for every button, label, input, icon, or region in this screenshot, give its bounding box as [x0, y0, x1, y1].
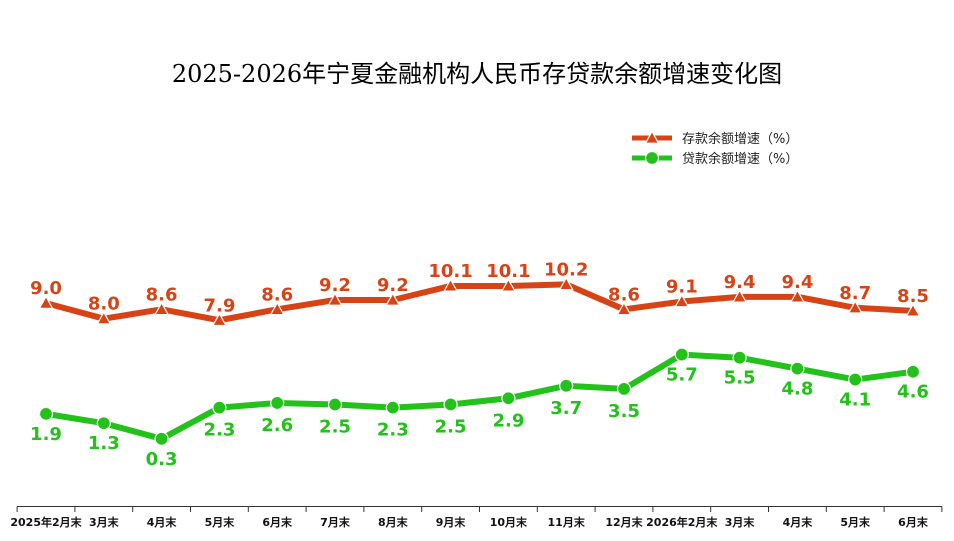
x-tick-label: 6月末 [898, 515, 929, 529]
deposit-point [211, 312, 227, 327]
x-tick-label: 8月末 [378, 515, 409, 529]
loan-point [443, 397, 458, 412]
data-label: 1.9 [30, 424, 62, 445]
x-tick-label: 9月末 [436, 515, 467, 529]
data-label: 9.0 [30, 278, 62, 299]
deposit-point [905, 303, 921, 317]
legend-label: 存款余额增速（%） [682, 131, 798, 147]
deposit-point [500, 278, 516, 292]
loan-point [790, 361, 805, 376]
data-label: 9.2 [319, 275, 351, 296]
data-label: 2.6 [261, 415, 293, 436]
x-tick-label: 4月末 [147, 515, 178, 529]
x-tick-label: 5月末 [205, 515, 236, 529]
data-label: 7.9 [203, 295, 235, 316]
loan-point [38, 406, 54, 421]
loan-point [270, 395, 285, 411]
x-tick-label: 3月末 [725, 515, 756, 529]
data-label: 2.5 [435, 417, 467, 438]
data-label: 10.1 [428, 261, 472, 282]
loan-point [327, 397, 343, 412]
data-label: 5.5 [724, 368, 756, 389]
x-tick-label: 4月末 [783, 515, 814, 529]
data-label: 2.5 [319, 417, 351, 438]
loan-point [616, 381, 632, 396]
deposit-point [789, 289, 805, 303]
data-label: 8.6 [608, 284, 640, 305]
x-tick-label: 10月末 [490, 515, 528, 529]
data-label: 9.2 [377, 275, 409, 296]
x-tick-label: 5月末 [840, 515, 871, 529]
data-label: 3.7 [550, 398, 582, 419]
data-label: 8.5 [897, 286, 929, 307]
series-layer [38, 276, 921, 446]
data-label: 4.6 [897, 382, 929, 403]
data-label: 4.1 [839, 390, 871, 411]
legend: 存款余额增速（%） 贷款余额增速（%） [632, 130, 798, 167]
deposit-point [385, 292, 401, 306]
loan-point [732, 350, 747, 365]
loan-point [559, 378, 574, 393]
x-tick-label: 11月末 [548, 515, 586, 529]
x-tick-label: 6月末 [262, 515, 293, 529]
legend-label: 贷款余额增速（%） [682, 151, 798, 167]
loan-point [674, 347, 689, 362]
loan-point [848, 372, 863, 387]
deposit-point [616, 301, 632, 316]
legend-item: 存款余额增速（%） [632, 130, 798, 147]
data-label: 0.3 [146, 449, 178, 470]
loan-point [905, 364, 921, 379]
x-tick-label: 3月末 [89, 515, 120, 529]
loan-point [96, 416, 111, 431]
data-label: 9.4 [781, 272, 813, 293]
data-label: 3.5 [608, 401, 640, 422]
x-axis: 2025年2月末 3月末 4月末 5月末 6月末 7月末 8月末 9月末 10月末 11月末 12月… [10, 506, 943, 529]
deposit-point [443, 278, 459, 292]
deposit-point [96, 310, 112, 325]
x-tick-label: 2025年2月末 [10, 515, 82, 529]
data-label: 10.2 [544, 259, 588, 280]
deposit-point [269, 301, 285, 316]
data-label: 1.3 [88, 433, 120, 454]
loan-point [154, 431, 169, 446]
data-label: 9.4 [724, 272, 756, 293]
x-tick-label: 7月末 [320, 515, 351, 529]
loan-point [385, 400, 400, 415]
data-label: 8.0 [88, 294, 120, 315]
legend-item: 贷款余额增速（%） [632, 150, 798, 167]
data-label: 9.1 [666, 277, 698, 298]
loan-series [38, 347, 921, 446]
legend-marker [644, 130, 660, 144]
deposit-point [558, 276, 574, 291]
deposit-point [38, 295, 54, 309]
data-label: 8.6 [146, 284, 178, 305]
loan-point [501, 391, 516, 406]
data-label: 2.3 [377, 420, 409, 441]
deposit-series-line [43, 281, 916, 324]
data-label: 5.7 [666, 365, 698, 386]
chart-title: 2025-2026年宁夏金融机构人民币存贷款余额增速变化图 [172, 60, 782, 88]
data-label: 8.6 [261, 284, 293, 305]
deposit-point [732, 289, 748, 303]
loan-series-line [43, 351, 916, 442]
data-label: 2.9 [492, 410, 524, 431]
deposit-series [38, 276, 921, 327]
data-label: 8.7 [839, 283, 871, 304]
data-label: 4.8 [781, 379, 813, 400]
loan-point [212, 400, 227, 415]
data-label: 2.3 [203, 420, 235, 441]
deposit-point [674, 293, 690, 308]
data-labels: 9.0 8.0 8.6 7.9 8.6 9.2 9.2 10.1 10.1 10.2 8.6 9.1 9… [30, 259, 929, 469]
deposit-point [847, 300, 863, 314]
x-tick-label: 2026年2月末 [646, 515, 718, 529]
x-tick-label: 12月末 [605, 515, 643, 529]
data-label: 10.1 [486, 261, 530, 282]
deposit-point [327, 292, 343, 306]
legend-marker [644, 150, 660, 166]
deposit-point [154, 301, 170, 316]
